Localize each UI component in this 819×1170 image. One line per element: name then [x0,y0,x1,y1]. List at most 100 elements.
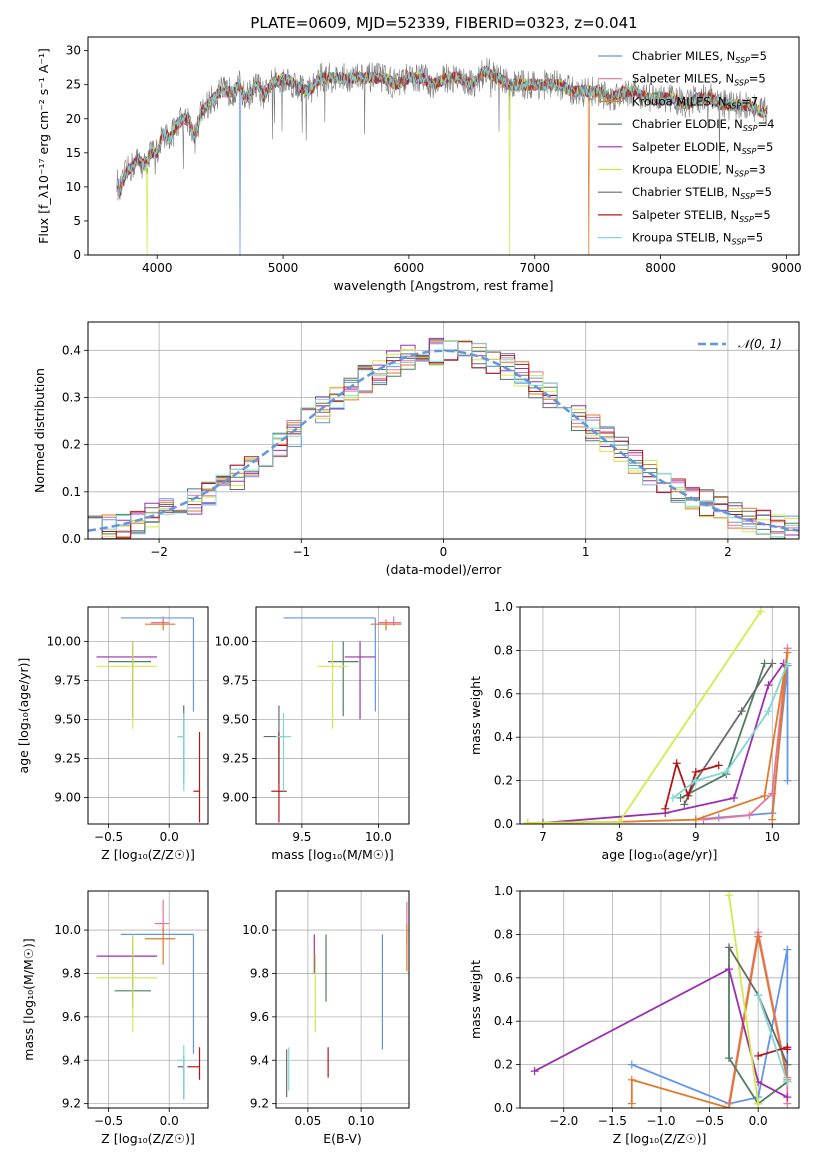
y-tick-label: 9.00 [222,790,249,804]
x-tick-label: 8 [616,830,624,844]
weight-marker [754,1099,763,1108]
weight-line-4 [534,967,788,1098]
weight-marker [760,659,769,668]
weight-marker [661,804,670,813]
x-tick-label: −2.0 [549,1114,578,1128]
y-tick-label: 9.75 [222,673,249,687]
legend-entry: Chabrier MILES, NSSP=5 [632,49,767,65]
weight-marker [691,815,700,824]
x-tick-label: −1 [292,545,310,559]
y-tick-label: 0.0 [494,1101,513,1115]
errorbar-point-0 [283,617,376,712]
errorbar-point-4 [344,641,376,720]
y-tick-label: 1.0 [494,884,513,898]
axes-frame [275,890,410,1109]
y-tick-label: 9.50 [54,712,81,726]
y-tick-label: 0.6 [494,971,513,985]
weight-marker [783,776,792,785]
weight-marker [783,659,792,668]
plot-area-mass-weight-vs-Z [530,891,792,1108]
axes-frame [87,36,800,256]
x-axis-label: Z [log₁₀(Z/Z☉)] [613,1131,707,1146]
x-axis-label: E(B-V) [323,1131,362,1146]
plot-area-age-vs-Z [96,616,201,823]
y-tick-label: 9.4 [250,1053,269,1067]
x-tick-label: 7 [539,830,547,844]
errorbar-point-0 [120,617,195,712]
plot-area-mass-weight-vs-age [523,607,792,824]
weight-marker [764,681,773,690]
y-tick-label: 9.50 [222,712,249,726]
x-tick-label: −0.5 [94,1114,123,1128]
weight-marker [725,965,734,974]
y-tick-label: 9.8 [62,966,81,980]
errorbar-point-7 [187,1047,201,1080]
weight-marker [668,793,677,802]
x-tick-label: 2 [724,545,732,559]
x-axis-label: Z [log₁₀(Z/Z☉)] [101,1131,195,1146]
y-tick-label: 9.6 [62,1010,81,1024]
panel-age-vs-Z: −0.5 0.0 9.00 9.25 9.50 9.75 10.00 Z [log₁₀(Z/Z… [16,606,209,862]
legend-entry: Chabrier ELODIE, NSSP=4 [632,117,774,133]
errorbar-point-5 [317,641,348,729]
panel-age-vs-mass: 9.5 10.0 9.00 9.25 9.50 9.75 10.00 mass [log₁₀(… [215,606,410,862]
weight-marker [783,945,792,954]
errorbar-point-2 [144,619,176,631]
y-tick-label: 0.4 [62,343,81,357]
x-tick-label: −2 [150,545,168,559]
x-tick-label: 9000 [771,261,802,275]
x-axis-label: mass [log₁₀(M/M☉)] [271,847,393,862]
y-axis-label: mass weight [468,676,483,755]
x-tick-label: 10.0 [365,830,392,844]
x-tick-label: 9 [692,830,700,844]
weight-marker [783,1077,792,1086]
y-tick-label: 25 [66,78,81,92]
weight-marker [745,811,754,820]
y-tick-label: 1.0 [494,600,513,614]
errorbar-point-2 [144,925,176,965]
weight-marker [783,1093,792,1102]
y-tick-label: 10 [66,180,81,194]
y-tick-label: 0.4 [494,730,513,744]
x-tick-label: 9.5 [292,830,311,844]
weight-marker [684,791,693,800]
y-tick-label: 0.2 [494,774,513,788]
y-tick-label: 0.2 [494,1058,513,1072]
weight-marker [730,793,739,802]
weight-marker [725,1104,734,1108]
axes-frame [87,890,209,1109]
x-tick-label: 0.0 [160,1114,179,1128]
plot-area-age-vs-mass [263,616,402,823]
legend-entry: Kroupa STELIB, NSSP=5 [632,231,763,247]
y-tick-label: 5 [73,214,81,228]
spectrum-legend: Chabrier MILES, NSSP=5 Salpeter MILES, NS… [598,49,774,247]
weight-marker [530,1067,539,1076]
weight-marker [691,776,700,785]
x-tick-label: 5000 [268,261,299,275]
x-tick-label: 10 [765,830,780,844]
y-tick-label: 10.0 [242,923,269,937]
y-tick-label: 0.6 [494,687,513,701]
weight-marker [783,1060,792,1069]
x-tick-label: 0.0 [749,1114,768,1128]
y-axis-label: mass weight [468,960,483,1039]
y-tick-label: 0.8 [494,643,513,657]
normal-curve-line [88,349,799,532]
x-tick-label: 4000 [142,261,173,275]
errorbar-point-5 [96,934,158,1033]
panel-residuals: −2 −1 0 1 2 0.0 0.1 0.2 0.3 0.4 (data-model)/error… [32,321,800,577]
x-tick-label: −1.5 [598,1114,627,1128]
errorbar-point-7 [193,731,201,823]
x-tick-label: 8000 [645,261,676,275]
weight-line-2 [630,936,789,1108]
x-axis-label: (data-model)/error [386,562,503,577]
y-tick-label: 9.2 [250,1097,269,1111]
weight-marker [676,793,685,802]
weight-marker [672,759,681,768]
weight-marker [523,818,532,824]
figure-title: PLATE=0609, MJD=52339, FIBERID=0323, z=0… [250,14,637,32]
weight-marker [680,800,689,809]
weight-marker [627,1099,636,1108]
weight-marker [725,891,734,900]
